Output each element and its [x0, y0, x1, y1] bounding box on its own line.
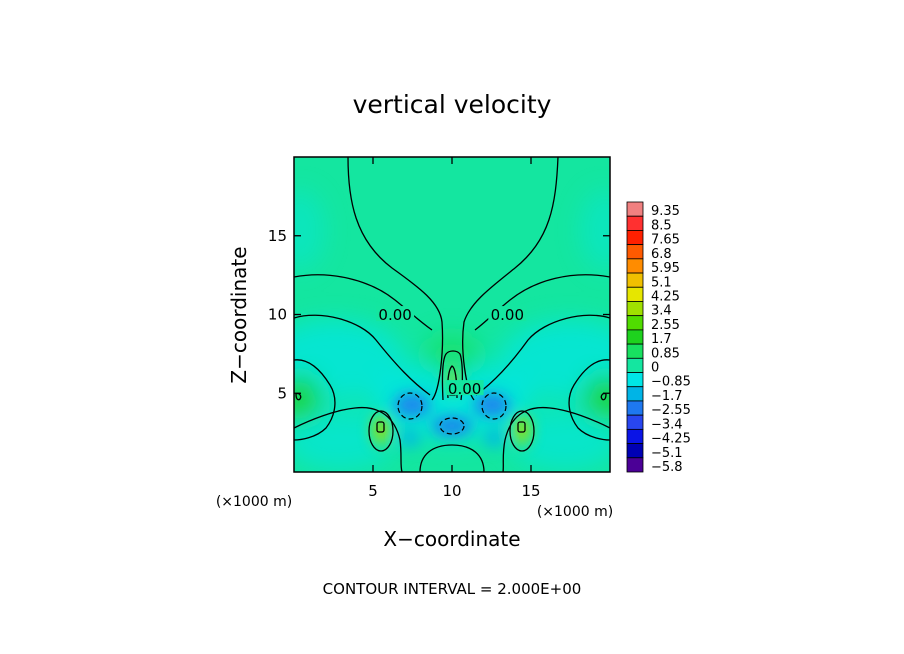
x-tick-label: 10 [442, 482, 461, 500]
colorbar-label: 3.4 [651, 304, 672, 319]
y-axis-title: Z−coordinate [227, 246, 251, 383]
contour-zero-mid-right [475, 314, 610, 396]
colorbar-swatch [626, 414, 644, 430]
x-unit-right: (×1000 m) [537, 504, 613, 520]
contour-label: 0.00 [378, 306, 411, 324]
colorbar-label: −5.8 [651, 460, 683, 475]
chart-title: vertical velocity [353, 90, 552, 119]
colorbar-swatch [626, 272, 644, 288]
contour-labels: 0.00 0.00 0.00 [376, 306, 527, 398]
contour-zero-upper-left [347, 157, 444, 401]
colorbar-label: 8.5 [651, 218, 672, 233]
contour-zero-base-center [419, 444, 485, 472]
colorbar-swatch [626, 315, 644, 331]
green-lobe-right-edge [583, 374, 610, 422]
contour-label: 0.00 [448, 380, 481, 398]
contour-zero-right-branch [474, 274, 610, 331]
contour-neg-center [439, 417, 465, 435]
x-tick-label: 15 [521, 482, 540, 500]
blue-lobe-left [394, 393, 430, 417]
colorbar-swatch [626, 286, 644, 302]
contour-zero-left-branch [294, 274, 433, 331]
colorbar-label: −4.25 [651, 432, 691, 447]
cyan-band-left [294, 320, 405, 400]
colorbar-label: 6.8 [651, 247, 672, 262]
cyan-top-left [294, 190, 325, 270]
colorbar-swatch [626, 201, 644, 217]
colorbar-label: 0 [651, 361, 659, 376]
colorbar-swatch [626, 428, 644, 444]
colorbar-swatch [626, 372, 644, 388]
contour-label-backing [376, 306, 415, 322]
contour-core-right-inner [517, 421, 526, 433]
y-tick-label: 10 [268, 306, 287, 324]
colorbar-label: 4.25 [651, 289, 680, 304]
cyan-top-right [580, 190, 610, 270]
colorbar-swatch [626, 457, 644, 473]
contour-interval-note: CONTOUR INTERVAL = 2.000E+00 [323, 580, 582, 598]
yellow-core-right [513, 415, 531, 445]
colorbar-label: 9.35 [651, 204, 680, 219]
green-lobe-left-edge [294, 374, 322, 422]
colorbar-swatch [626, 400, 644, 416]
contour-core-right-outer [509, 410, 535, 452]
contour-zero-side-left [294, 359, 336, 441]
colorbar-swatch [626, 386, 644, 402]
colorbar-label: 2.55 [651, 318, 680, 333]
contour-neg-right [481, 392, 507, 420]
colorbar-swatch [626, 443, 644, 459]
contour-neg-left [397, 392, 423, 420]
colorbar-label: 0.85 [651, 346, 680, 361]
x-unit-left: (×1000 m) [216, 494, 292, 510]
contour-zero-low-left [294, 406, 403, 472]
contour-label-backing [445, 380, 484, 396]
cyan-low-right [510, 410, 610, 470]
contour-zero-low-right [502, 406, 610, 472]
colorbar-label: 7.65 [651, 233, 680, 248]
contour-zero-side-right [568, 359, 610, 441]
colorbar-swatch [626, 343, 644, 359]
colorbar-swatch [626, 230, 644, 246]
contour-plume-outer [441, 350, 464, 401]
colorbar-label: 5.1 [651, 275, 672, 290]
y-tick-labels: 5 10 15 [268, 227, 287, 403]
contour-core-left-outer [368, 410, 394, 452]
plot-area: 0.00 0.00 0.00 [294, 157, 610, 472]
blue-lobe-lowleft [400, 428, 420, 448]
colorbar-label: −1.7 [651, 389, 683, 404]
colorbar-label: −0.85 [651, 375, 691, 390]
x-tick-label: 5 [368, 482, 378, 500]
y-tick-label: 5 [277, 384, 287, 402]
field-shading-fine [372, 366, 531, 448]
colorbar-label: −5.1 [651, 446, 683, 461]
colorbar-label: 1.7 [651, 332, 672, 347]
contour-zero-mid-left [294, 314, 431, 396]
contour-zero-upper-right [462, 157, 559, 401]
x-axis-title: X−coordinate [383, 527, 520, 551]
colorbar-label: −2.55 [651, 403, 691, 418]
colorbar-swatch [626, 329, 644, 345]
colorbar-swatch [626, 258, 644, 274]
colorbar: 9.358.57.656.85.955.14.253.42.551.70.850… [626, 201, 691, 475]
contour-label: 0.00 [491, 306, 524, 324]
colorbar-swatch [626, 215, 644, 231]
contour-core-left-inner [376, 421, 385, 433]
green-lobe-center [424, 335, 480, 375]
colorbar-swatch [626, 301, 644, 317]
blue-lobe-lowright [484, 428, 504, 448]
colorbar-swatch [626, 244, 644, 260]
contour-lines-negative [397, 392, 507, 435]
colorbar-swatch [626, 357, 644, 373]
y-tick-label: 15 [268, 227, 287, 245]
colorbar-label: −3.4 [651, 417, 683, 432]
yellow-core-left [372, 415, 390, 445]
colorbar-label: 5.95 [651, 261, 680, 276]
axis-ticks [294, 157, 610, 472]
contour-label-backing [488, 306, 527, 322]
x-tick-labels: 5 10 15 [368, 482, 540, 500]
blue-lobe-center [432, 416, 472, 436]
